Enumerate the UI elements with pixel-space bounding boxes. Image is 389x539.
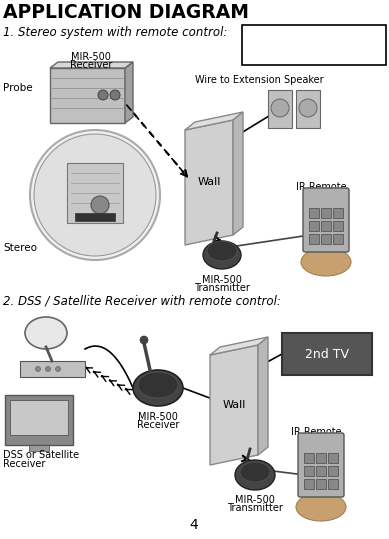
Text: Wall: Wall [222, 400, 246, 410]
Text: IR Remote: IR Remote [296, 182, 347, 192]
FancyBboxPatch shape [10, 400, 68, 435]
Text: Probe: Probe [3, 83, 33, 93]
FancyBboxPatch shape [5, 395, 73, 445]
FancyBboxPatch shape [282, 333, 372, 375]
Text: Transmitter: Transmitter [194, 283, 250, 293]
FancyBboxPatch shape [328, 479, 338, 488]
Ellipse shape [235, 460, 275, 490]
Text: IR Signal: IR Signal [287, 33, 333, 43]
FancyBboxPatch shape [328, 466, 338, 475]
Text: IR Remote: IR Remote [291, 427, 342, 437]
Circle shape [91, 196, 109, 214]
FancyBboxPatch shape [321, 208, 331, 218]
Text: Wall: Wall [197, 177, 221, 187]
Circle shape [299, 99, 317, 117]
FancyBboxPatch shape [298, 433, 344, 497]
Polygon shape [185, 112, 243, 130]
Text: 1. Stereo system with remote control:: 1. Stereo system with remote control: [3, 26, 228, 39]
FancyBboxPatch shape [333, 220, 343, 231]
Circle shape [98, 90, 108, 100]
Circle shape [46, 367, 51, 371]
Text: Control: Control [312, 191, 347, 201]
Polygon shape [210, 337, 268, 355]
Text: MIR-500: MIR-500 [138, 412, 178, 422]
Text: MIR-500: MIR-500 [235, 495, 275, 505]
Text: Receiver: Receiver [70, 60, 112, 70]
FancyBboxPatch shape [29, 445, 49, 451]
Text: Stereo: Stereo [3, 243, 37, 253]
FancyBboxPatch shape [75, 213, 115, 221]
FancyBboxPatch shape [20, 361, 85, 377]
Text: Wire to Extension Speaker: Wire to Extension Speaker [195, 75, 324, 85]
FancyBboxPatch shape [268, 90, 292, 128]
Circle shape [110, 90, 120, 100]
Text: APPLICATION DIAGRAM: APPLICATION DIAGRAM [3, 3, 249, 22]
Text: Transmitter: Transmitter [227, 503, 283, 513]
Polygon shape [125, 62, 133, 123]
Circle shape [35, 367, 40, 371]
Ellipse shape [301, 248, 351, 276]
Polygon shape [185, 120, 233, 245]
Ellipse shape [240, 462, 270, 482]
Text: Receiver: Receiver [3, 459, 46, 469]
Text: DSS or Satellite: DSS or Satellite [3, 450, 79, 460]
FancyBboxPatch shape [317, 466, 326, 475]
Text: 4: 4 [189, 518, 198, 532]
Ellipse shape [138, 372, 178, 398]
FancyBboxPatch shape [333, 208, 343, 218]
Polygon shape [258, 337, 268, 455]
Circle shape [140, 336, 148, 344]
Text: 2nd TV: 2nd TV [305, 348, 349, 361]
FancyBboxPatch shape [242, 25, 386, 65]
FancyBboxPatch shape [50, 68, 125, 123]
Polygon shape [50, 62, 133, 68]
FancyBboxPatch shape [310, 233, 319, 244]
Text: Control: Control [307, 436, 342, 446]
Text: 2. DSS / Satellite Receiver with remote control:: 2. DSS / Satellite Receiver with remote … [3, 295, 281, 308]
Ellipse shape [296, 493, 346, 521]
Ellipse shape [203, 241, 241, 269]
FancyBboxPatch shape [321, 220, 331, 231]
FancyBboxPatch shape [328, 453, 338, 462]
FancyBboxPatch shape [310, 208, 319, 218]
FancyBboxPatch shape [305, 453, 314, 462]
FancyBboxPatch shape [310, 220, 319, 231]
Polygon shape [233, 112, 243, 235]
Circle shape [56, 367, 61, 371]
Text: Receiver: Receiver [137, 420, 179, 430]
Circle shape [30, 130, 160, 260]
FancyBboxPatch shape [67, 163, 123, 223]
Ellipse shape [25, 317, 67, 349]
Circle shape [271, 99, 289, 117]
Ellipse shape [133, 370, 183, 406]
Text: MIR-500: MIR-500 [202, 275, 242, 285]
Text: MIR-500: MIR-500 [71, 52, 111, 62]
FancyBboxPatch shape [305, 479, 314, 488]
FancyBboxPatch shape [317, 479, 326, 488]
Polygon shape [210, 345, 258, 465]
FancyBboxPatch shape [333, 233, 343, 244]
Text: RF Signal: RF Signal [287, 47, 335, 57]
Ellipse shape [207, 241, 237, 261]
FancyBboxPatch shape [296, 90, 320, 128]
FancyBboxPatch shape [303, 188, 349, 252]
FancyBboxPatch shape [317, 453, 326, 462]
Circle shape [34, 134, 156, 256]
FancyBboxPatch shape [305, 466, 314, 475]
FancyBboxPatch shape [321, 233, 331, 244]
